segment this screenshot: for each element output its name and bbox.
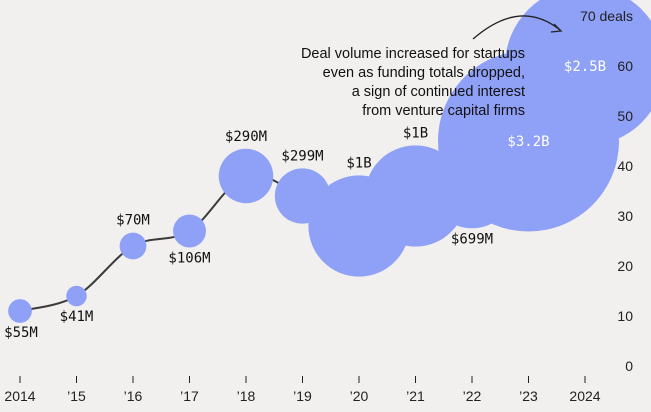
funding-label: $290M bbox=[225, 129, 267, 145]
x-tick-label: 2024 bbox=[569, 388, 600, 404]
funding-bubble bbox=[173, 214, 206, 248]
x-tick-label: ’16 bbox=[124, 388, 143, 404]
annotation-line-1: Deal volume increased for startups bbox=[301, 46, 525, 62]
y-tick-label: 30 bbox=[617, 208, 633, 224]
data-labels: $55M $41M $70M $106M $290M $299M $1B $1B $699M $3… bbox=[4, 59, 606, 341]
funding-label: $699M bbox=[451, 231, 493, 247]
funding-label: $299M bbox=[281, 148, 323, 164]
x-tick-label: ’22 bbox=[463, 388, 482, 404]
y-tick-label: 0 bbox=[625, 358, 633, 374]
funding-label: $3.2B bbox=[507, 134, 549, 150]
x-tick-label: ’17 bbox=[180, 388, 199, 404]
funding-bubble bbox=[119, 232, 147, 260]
funding-label: $41M bbox=[60, 309, 94, 325]
funding-label: $1B bbox=[403, 125, 428, 141]
annotation-line-2: even as funding totals dropped, bbox=[323, 65, 525, 81]
x-tick-label: ’21 bbox=[406, 388, 425, 404]
y-tick-label: 10 bbox=[617, 308, 633, 324]
annotation-line-3: a sign of continued interest bbox=[352, 84, 525, 100]
annotation-arrowhead bbox=[550, 23, 563, 33]
annotation-line-4: from venture capital firms bbox=[362, 103, 525, 119]
funding-label: $70M bbox=[116, 213, 150, 229]
x-axis: 2014 ’15 ’16 ’17 ’18 ’19 ’20 ’21 ’22 ’23 2024 bbox=[4, 376, 601, 404]
funding-bubble bbox=[218, 148, 274, 204]
funding-label: $1B bbox=[346, 155, 371, 171]
x-tick-label: 2014 bbox=[4, 388, 35, 404]
funding-bubble bbox=[8, 299, 32, 323]
annotation-arrow bbox=[472, 15, 561, 40]
y-tick-label: 20 bbox=[617, 258, 633, 274]
x-tick-label: ’19 bbox=[293, 388, 312, 404]
funding-label: $106M bbox=[168, 250, 210, 266]
x-tick-label: ’20 bbox=[350, 388, 369, 404]
funding-bubble bbox=[66, 285, 87, 307]
annotation: Deal volume increased for startups even … bbox=[301, 15, 563, 119]
y-tick-label: 60 bbox=[617, 58, 633, 74]
y-tick-label: 50 bbox=[617, 108, 633, 124]
funding-label: $55M bbox=[4, 325, 38, 341]
y-tick-label: 70 deals bbox=[580, 8, 633, 24]
x-tick-label: ’18 bbox=[237, 388, 256, 404]
bubble-layer bbox=[8, 0, 651, 323]
y-tick-label: 40 bbox=[617, 158, 633, 174]
funding-label: $2.5B bbox=[564, 59, 606, 75]
funding-bubble bbox=[505, 0, 651, 146]
x-tick-label: ’15 bbox=[67, 388, 86, 404]
x-tick-label: ’23 bbox=[519, 388, 538, 404]
y-axis: 0 10 20 30 40 50 60 70 deals bbox=[580, 8, 633, 374]
